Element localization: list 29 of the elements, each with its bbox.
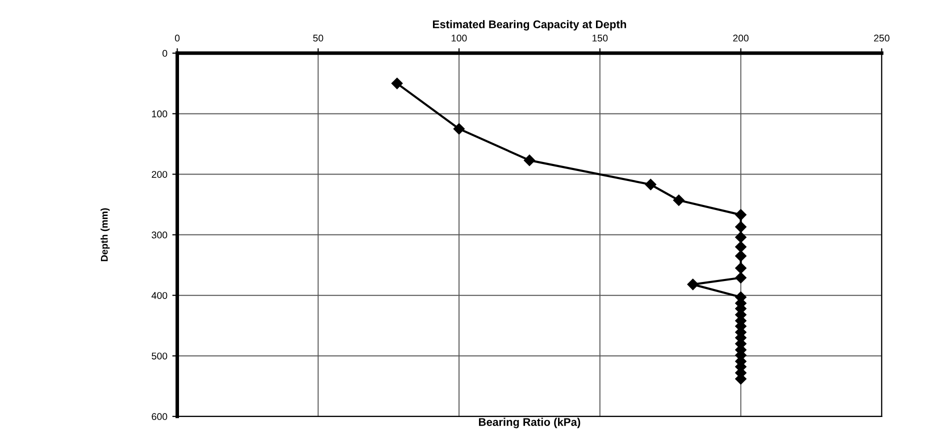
x-tick-label: 250 [874, 34, 890, 42]
y-axis-title: Depth (mm) [100, 208, 110, 262]
x-tick-label: 100 [452, 34, 467, 42]
point [673, 194, 684, 206]
y-tick-label: 100 [152, 110, 168, 118]
x-tick-label: 150 [592, 34, 608, 42]
x-tick-label: 200 [733, 34, 749, 42]
y-tick-label: 0 [162, 50, 168, 57]
y-tick-label: 600 [152, 413, 168, 420]
point [735, 241, 746, 253]
point [735, 250, 746, 262]
point [645, 178, 656, 190]
x-axis-title: Bearing Ratio (kPa) [478, 418, 580, 428]
point [735, 232, 746, 243]
x-tick-label: 50 [313, 34, 324, 42]
point [735, 221, 746, 233]
point [735, 272, 746, 284]
x-tick-label: 0 [174, 34, 180, 42]
point [453, 123, 465, 134]
y-tick-label: 200 [152, 170, 168, 178]
y-tick-label: 500 [152, 352, 168, 360]
y-tick-label: 300 [152, 232, 168, 238]
point [391, 78, 403, 90]
point [687, 278, 699, 290]
point [524, 154, 536, 166]
chart-title: Estimated Bearing Capacity at Depth [432, 20, 626, 31]
y-tick-label: 400 [152, 292, 168, 299]
point [735, 262, 746, 274]
point [735, 209, 746, 220]
